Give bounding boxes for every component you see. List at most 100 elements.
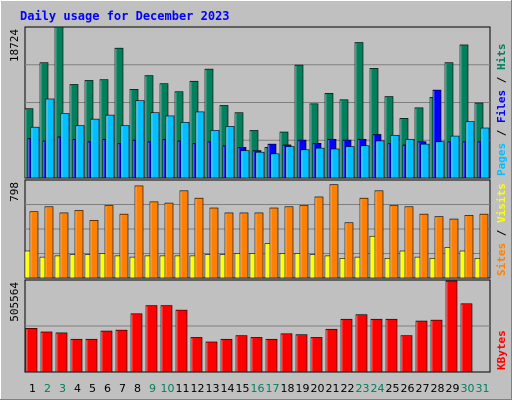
pages-bar-day-11 xyxy=(180,122,190,179)
pages-bar-day-20 xyxy=(315,147,325,179)
legend-entry-hits: Hits xyxy=(495,44,508,77)
day-label-21: 21 xyxy=(326,382,340,395)
sites-bar-day-28 xyxy=(434,216,444,279)
day-label-5: 5 xyxy=(89,382,96,395)
sites-bar-day-29 xyxy=(449,218,459,279)
day-label-30: 30 xyxy=(461,382,475,395)
day-label-10: 10 xyxy=(161,382,175,395)
pages-bar-day-8 xyxy=(135,100,145,179)
kbytes-bar-day-30 xyxy=(460,303,473,373)
day-label-17: 17 xyxy=(266,382,280,395)
pages-bar-day-29 xyxy=(450,135,460,179)
sites-bar-day-8 xyxy=(134,185,144,279)
kbytes-bar-day-28 xyxy=(430,319,443,373)
kbytes-bar-day-8 xyxy=(130,313,143,373)
day-label-6: 6 xyxy=(104,382,111,395)
sites-bar-day-9 xyxy=(149,201,159,279)
sites-bar-day-21 xyxy=(329,184,339,279)
sites-bar-day-25 xyxy=(389,205,399,279)
sites-bar-day-3 xyxy=(59,212,69,279)
kbytes-bar-day-20 xyxy=(310,337,323,373)
kbytes-bar-day-12 xyxy=(190,337,203,373)
panel-2-max-tick: 798 xyxy=(8,182,21,202)
kbytes-bar-day-24 xyxy=(370,318,383,373)
day-label-20: 20 xyxy=(311,382,325,395)
kbytes-bar-day-1 xyxy=(25,328,38,373)
legend-entry-visits: Visits xyxy=(495,183,508,229)
day-label-22: 22 xyxy=(341,382,355,395)
day-label-8: 8 xyxy=(134,382,141,395)
day-label-23: 23 xyxy=(356,382,370,395)
chart-title: Daily usage for December 2023 xyxy=(20,9,230,23)
pages-bar-day-3 xyxy=(60,113,70,179)
sites-bar-day-19 xyxy=(299,205,309,279)
sites-bar-day-18 xyxy=(284,206,294,279)
pages-bar-day-2 xyxy=(45,98,55,179)
pages-bar-day-17 xyxy=(270,153,280,179)
kbytes-bar-day-29 xyxy=(445,280,458,373)
kbytes-bar-day-26 xyxy=(400,335,413,373)
kbytes-bar-day-27 xyxy=(415,320,428,373)
day-label-9: 9 xyxy=(149,382,156,395)
sites-bar-day-31 xyxy=(479,213,489,279)
pages-bar-day-19 xyxy=(300,149,310,179)
kbytes-bar-day-7 xyxy=(115,329,128,373)
day-label-11: 11 xyxy=(176,382,190,395)
sites-bar-day-20 xyxy=(314,196,324,279)
sites-bar-day-17 xyxy=(269,207,279,279)
sites-bar-day-6 xyxy=(104,205,114,279)
kbytes-bar-day-11 xyxy=(175,309,188,373)
pages-bar-day-23 xyxy=(360,145,370,179)
day-label-14: 14 xyxy=(221,382,235,395)
pages-bar-day-10 xyxy=(165,115,175,179)
day-label-27: 27 xyxy=(416,382,430,395)
pages-bar-day-22 xyxy=(345,146,355,179)
day-label-15: 15 xyxy=(236,382,250,395)
panel-3-legend: KBytes xyxy=(495,330,508,370)
kbytes-bar-day-10 xyxy=(160,305,173,373)
sites-bar-day-26 xyxy=(404,206,414,279)
kbytes-bar-day-21 xyxy=(325,328,338,373)
kbytes-bar-day-3 xyxy=(55,332,68,373)
sites-bar-day-27 xyxy=(419,213,429,279)
kbytes-bar-day-23 xyxy=(355,314,368,373)
legend-entry-pages: Pages xyxy=(495,143,508,176)
sites-bar-day-12 xyxy=(194,197,204,279)
pages-bar-day-15 xyxy=(240,150,250,179)
sites-bar-day-22 xyxy=(344,222,354,279)
legend-entry-slash: / xyxy=(495,129,508,143)
pages-bar-day-27 xyxy=(420,143,430,179)
day-label-7: 7 xyxy=(119,382,126,395)
day-label-25: 25 xyxy=(386,382,400,395)
kbytes-bar-day-14 xyxy=(220,338,233,373)
panel-2-legend: Sites / Visits xyxy=(495,183,508,276)
sites-bar-day-13 xyxy=(209,207,219,279)
kbytes-bar-day-2 xyxy=(40,331,53,373)
sites-bar-day-14 xyxy=(224,212,234,279)
kbytes-bar-day-16 xyxy=(250,337,263,373)
pages-bar-day-6 xyxy=(105,114,115,179)
pages-bar-day-18 xyxy=(285,146,295,179)
pages-bar-day-14 xyxy=(225,126,235,179)
panel-3-max-tick: 505564 xyxy=(8,282,21,322)
kbytes-bar-day-22 xyxy=(340,318,353,373)
sites-bar-day-10 xyxy=(164,202,174,279)
pages-bar-day-13 xyxy=(210,130,220,179)
sites-bar-day-15 xyxy=(239,212,249,279)
sites-bar-day-5 xyxy=(89,219,99,279)
pages-bar-day-16 xyxy=(255,151,265,179)
day-label-1: 1 xyxy=(29,382,36,395)
pages-bar-day-24 xyxy=(375,140,385,179)
day-label-19: 19 xyxy=(296,382,310,395)
sites-bar-day-30 xyxy=(464,215,474,279)
sites-bar-day-11 xyxy=(179,190,189,279)
pages-bar-day-28 xyxy=(435,141,445,179)
kbytes-bar-day-15 xyxy=(235,335,248,373)
day-label-31: 31 xyxy=(476,382,490,395)
day-label-12: 12 xyxy=(191,382,205,395)
day-label-4: 4 xyxy=(74,382,81,395)
day-label-29: 29 xyxy=(446,382,460,395)
sites-bar-day-1 xyxy=(29,211,39,279)
